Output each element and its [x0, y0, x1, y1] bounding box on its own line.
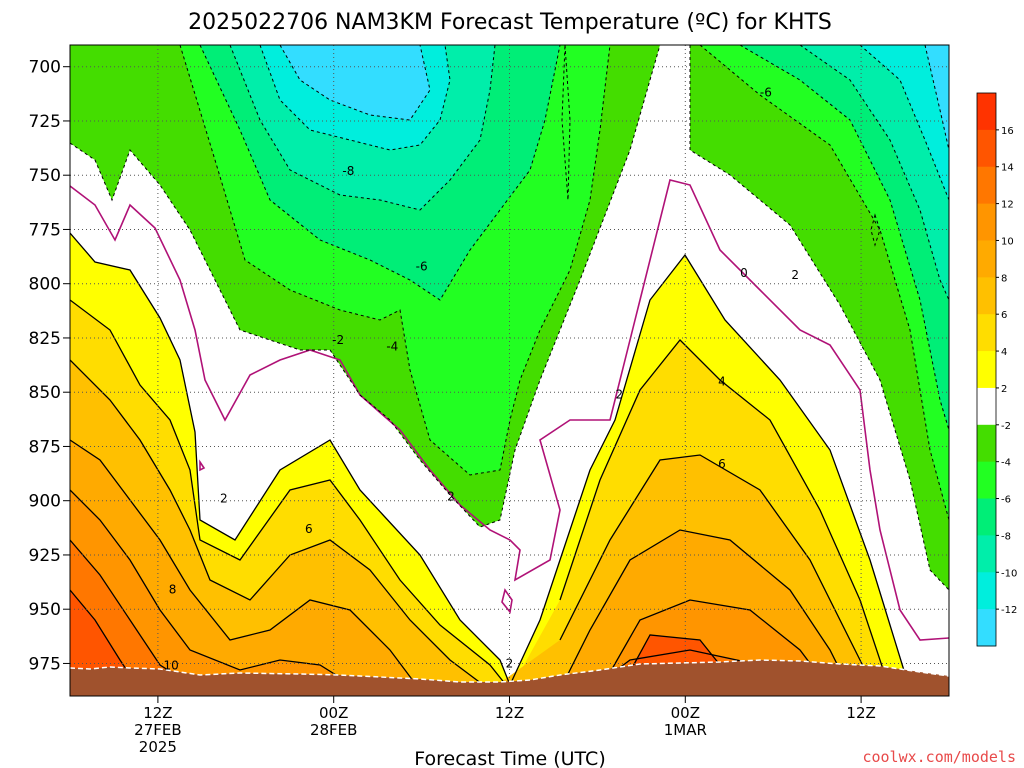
fill-cold-minus10	[260, 45, 949, 200]
y-tick-label: 950	[29, 600, 61, 620]
cold-contours	[70, 45, 949, 591]
colorbar-swatch	[977, 535, 996, 573]
colorbar-label: 2	[1001, 384, 1007, 395]
contour-label: -8	[342, 164, 354, 178]
contour-label: 2	[220, 492, 228, 506]
y-tick-label: 900	[29, 492, 61, 512]
colorbar-swatch	[977, 166, 996, 205]
zero-isotherm	[70, 179, 949, 641]
y-tick-label: 875	[29, 437, 61, 457]
colorbar-label: -2	[1001, 421, 1011, 432]
x-axis-label: Forecast Time (UTC)	[414, 748, 605, 768]
y-tick-label: 725	[29, 112, 61, 132]
contour-label: 2	[447, 489, 455, 503]
contour-lines	[70, 232, 911, 691]
y-tick-label: 700	[29, 58, 61, 78]
y-tick-label: 925	[29, 546, 61, 566]
x-tick-label: 12Z	[143, 704, 172, 722]
colorbar-swatch	[977, 240, 996, 278]
y-tick-label: 825	[29, 329, 61, 349]
y-tick-label: 750	[29, 166, 61, 186]
colorbar: 16 14 12 10 8 6 4 2 -2 -4 -6 -8 -10 -12	[976, 92, 1017, 647]
x-tick-label: 12Z	[495, 704, 524, 722]
colorbar-swatch	[977, 277, 996, 315]
contour-field: -8 -6 -6 -4 -2 0 2 2 2 2 2 4 6 6 8 10	[70, 45, 949, 696]
contour-label: 2	[506, 656, 514, 670]
contour-label: -4	[386, 340, 398, 354]
contour-label: 6	[718, 457, 726, 471]
colorbar-label: 14	[1001, 163, 1014, 174]
colorbar-label: -6	[1001, 495, 1011, 506]
colorbar-label: 6	[1001, 310, 1007, 321]
colorbar-label: -10	[1001, 568, 1017, 579]
x-tick-label: 1MAR	[664, 721, 707, 739]
chart-title: 2025022706 NAM3KM Forecast Temperature (…	[188, 10, 832, 35]
colorbar-label: 4	[1001, 347, 1007, 358]
contour-label: 10	[163, 659, 178, 673]
contour-labels: -8 -6 -6 -4 -2 0 2 2 2 2 2 4 6 6 8 10	[163, 86, 799, 673]
colorbar-swatch	[977, 461, 996, 500]
credit-text[interactable]: coolwx.com/models	[862, 748, 1016, 766]
y-tick-label: 800	[29, 275, 61, 295]
x-tick-label: 00Z	[319, 704, 348, 722]
y-axis: 700 725 750 775 800 825 850 875 900 925 950 975	[29, 58, 70, 674]
x-tick-label: 12Z	[846, 704, 875, 722]
contour-label: 4	[718, 374, 726, 388]
colorbar-swatch	[977, 609, 996, 647]
y-tick-label: 975	[29, 654, 61, 674]
fill-warm-10	[70, 490, 830, 696]
contour-label: 2	[616, 387, 624, 401]
colorbar-swatch	[977, 203, 996, 241]
contour-label: -6	[416, 259, 428, 273]
colorbar-swatch	[977, 351, 996, 389]
colorbar-label: -12	[1001, 605, 1017, 616]
fill-cold-minus12	[280, 45, 949, 150]
grid-lines	[70, 45, 949, 696]
contour-label: -2	[332, 333, 344, 347]
y-tick-label: 850	[29, 383, 61, 403]
terrain-edge	[70, 659, 949, 683]
colorbar-label: 10	[1001, 236, 1014, 247]
contour-label: 8	[169, 583, 177, 597]
contour-label: 2	[791, 268, 799, 282]
colorbar-swatch	[977, 424, 996, 463]
x-tick-label: 00Z	[671, 704, 700, 722]
colorbar-label: 12	[1001, 200, 1014, 211]
colorbar-label: 8	[1001, 273, 1007, 284]
terrain	[70, 660, 949, 696]
y-tick-label: 775	[29, 220, 61, 240]
colorbar-swatch	[977, 93, 996, 131]
contour-label: 6	[305, 522, 313, 536]
colorbar-swatch	[977, 387, 996, 426]
colorbar-swatch	[977, 572, 996, 610]
colorbar-frame	[976, 92, 997, 647]
colorbar-label: 16	[1001, 126, 1014, 137]
colorbar-swatch	[977, 314, 996, 352]
colorbar-label: -8	[1001, 531, 1011, 542]
colorbar-label: -4	[1001, 458, 1011, 469]
colorbar-swatch	[977, 498, 996, 536]
x-tick-label: 28FEB	[310, 721, 357, 739]
x-tick-label: 2025	[139, 738, 177, 756]
contour-label: 0	[740, 266, 748, 280]
contour-label: -6	[760, 86, 772, 100]
colorbar-swatch	[977, 129, 996, 168]
x-tick-label: 27FEB	[134, 721, 181, 739]
